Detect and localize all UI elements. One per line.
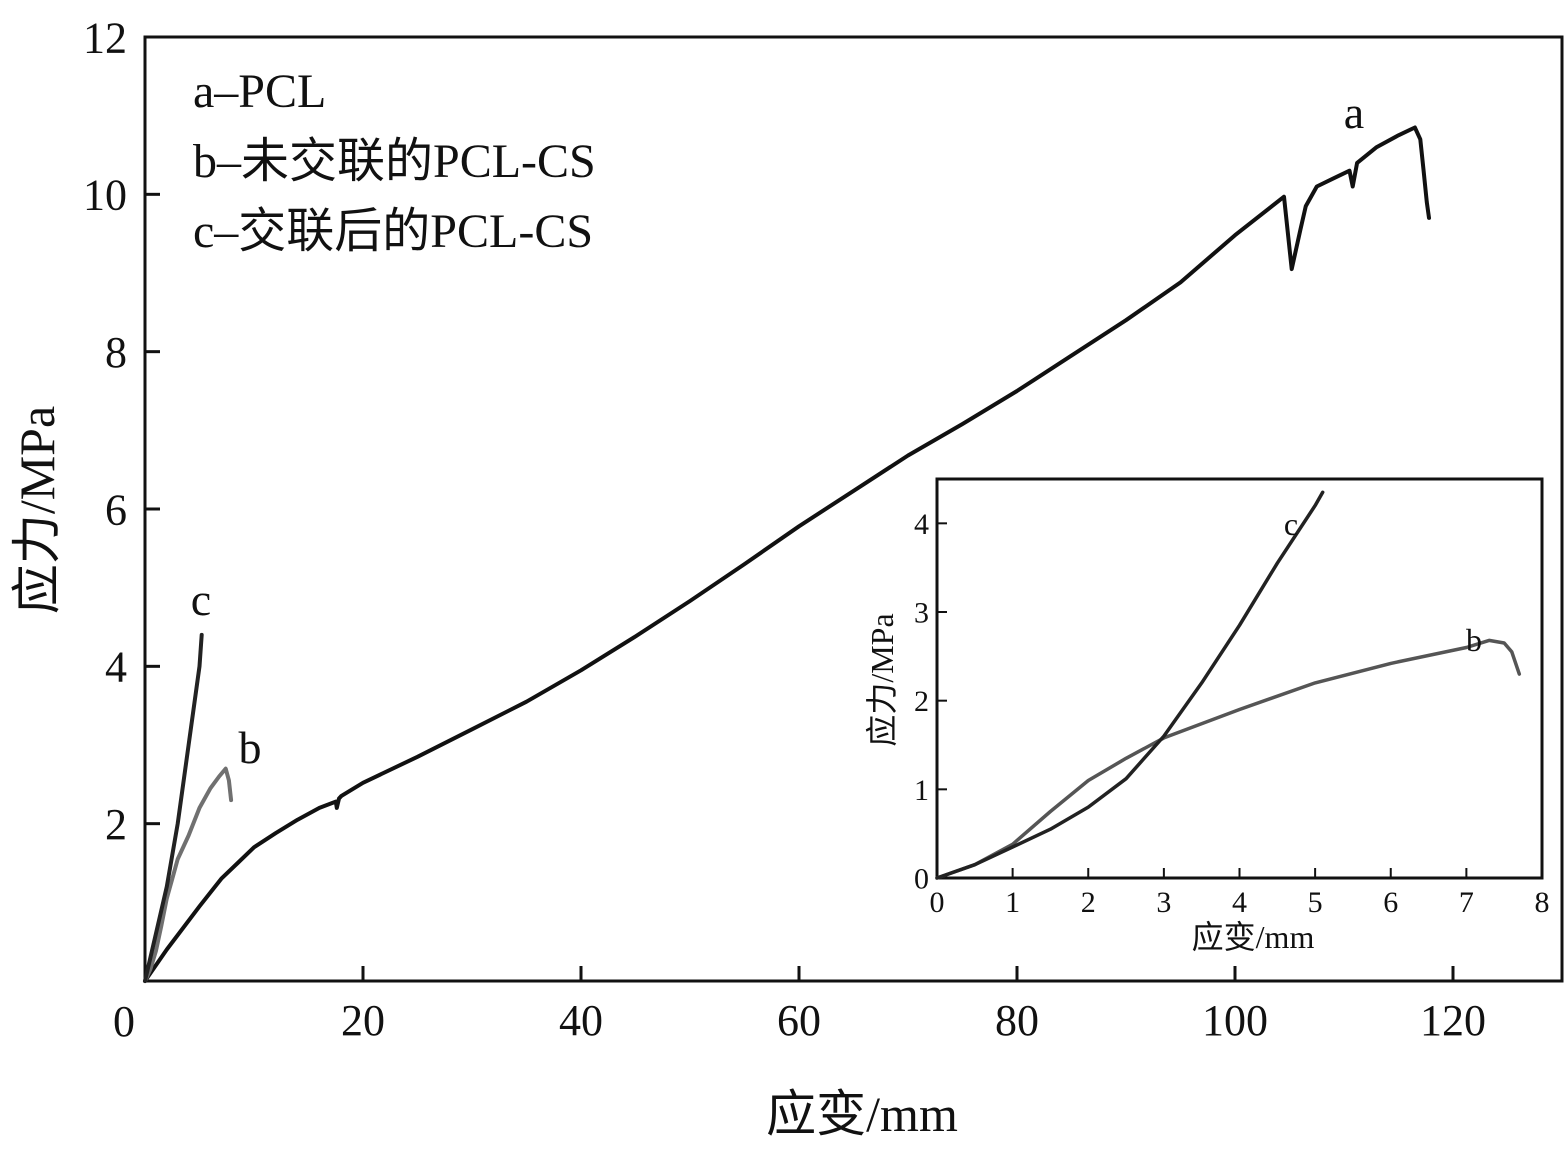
main-x-axis-label: 应变/mm bbox=[766, 1086, 958, 1142]
inset-y-tick-label: 4 bbox=[914, 508, 929, 541]
main-series-line-b bbox=[143, 766, 234, 983]
main-origin-label: 0 bbox=[113, 997, 135, 1046]
inset-y-tick-label: 0 bbox=[914, 863, 929, 896]
main-x-tick-label: 20 bbox=[341, 996, 385, 1045]
main-x-tick-label: 100 bbox=[1202, 996, 1268, 1045]
inset-x-tick-label: 3 bbox=[1156, 886, 1171, 919]
inset-annotation-c: c bbox=[1284, 506, 1298, 542]
main-y-tick-label: 12 bbox=[83, 13, 127, 62]
inset-series bbox=[935, 490, 1522, 880]
inset-y-tick-label: 2 bbox=[914, 685, 929, 718]
inset-ticks: 0 1 2 3 4 5 6 7 8 0 1 2 3 4 bbox=[914, 508, 1550, 919]
main-y-tick-label: 10 bbox=[83, 171, 127, 220]
inset-x-tick-label: 4 bbox=[1232, 886, 1247, 919]
inset-x-tick-label: 6 bbox=[1383, 886, 1398, 919]
main-x-tick-label: 120 bbox=[1420, 996, 1486, 1045]
legend-entry-b: b–未交联的PCL-CS bbox=[193, 135, 596, 188]
main-y-axis-label: 应力/MPa bbox=[9, 406, 65, 614]
main-x-tick-label: 80 bbox=[995, 996, 1039, 1045]
inset-x-axis-label: 应变/mm bbox=[1192, 919, 1315, 955]
inset-x-tick-label: 8 bbox=[1535, 886, 1550, 919]
legend-entry-a: a–PCL bbox=[193, 65, 326, 118]
inset-x-tick-label: 5 bbox=[1308, 886, 1323, 919]
main-annotation-b: b bbox=[239, 722, 262, 773]
main-annotation-c: c bbox=[191, 574, 211, 625]
inset-series-line-b bbox=[935, 638, 1522, 880]
inset-x-tick-label: 0 bbox=[930, 886, 945, 919]
main-y-tick-label: 2 bbox=[105, 800, 127, 849]
inset-y-tick-label: 3 bbox=[914, 597, 929, 630]
inset-y-axis-label: 应力/MPa bbox=[864, 613, 900, 746]
main-y-tick-label: 4 bbox=[105, 643, 127, 692]
inset-y-tick-label: 1 bbox=[914, 774, 929, 807]
main-series-line-c bbox=[143, 632, 204, 983]
main-x-tick-label: 60 bbox=[777, 996, 821, 1045]
legend-entry-c: c–交联后的PCL-CS bbox=[193, 205, 593, 258]
inset-x-tick-label: 2 bbox=[1081, 886, 1096, 919]
main-series bbox=[143, 125, 1431, 983]
main-annotation-a: a bbox=[1344, 87, 1364, 138]
inset-plot-frame bbox=[935, 477, 1544, 880]
main-x-tick-label: 40 bbox=[559, 996, 603, 1045]
inset-x-tick-label: 7 bbox=[1459, 886, 1474, 919]
main-series-line-a bbox=[143, 125, 1431, 983]
main-y-tick-label: 8 bbox=[105, 328, 127, 377]
main-y-tick-label: 6 bbox=[105, 485, 127, 534]
inset-annotation-b: b bbox=[1466, 622, 1482, 658]
inset-x-tick-label: 1 bbox=[1005, 886, 1020, 919]
inset-series-line-c bbox=[935, 490, 1325, 880]
